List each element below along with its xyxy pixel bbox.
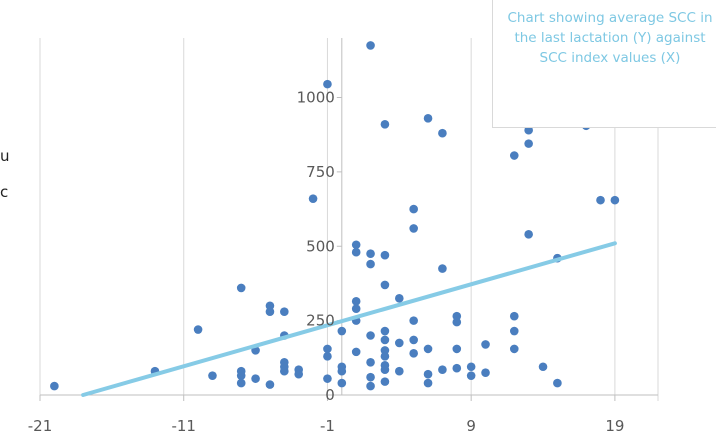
data-point-35	[366, 41, 375, 50]
y-tick-label-1000: 1000	[297, 89, 335, 107]
y-tick-label-750: 750	[306, 163, 335, 181]
data-point-44	[380, 280, 390, 290]
data-point-46	[380, 335, 390, 345]
data-point-84	[553, 378, 562, 388]
data-point-36	[366, 249, 375, 258]
data-point-79	[524, 125, 533, 135]
data-points	[50, 41, 620, 391]
data-point-23	[323, 352, 332, 361]
data-point-66	[438, 365, 447, 375]
x-tick-label--21: -21	[28, 417, 53, 435]
data-point-47	[380, 346, 390, 355]
data-point-63	[423, 378, 433, 388]
data-point-75	[509, 151, 519, 160]
y-tick-label-250: 250	[306, 312, 335, 330]
data-point-50	[380, 365, 390, 375]
data-point-56	[409, 224, 418, 233]
data-point-42	[380, 119, 390, 129]
data-point-34	[351, 347, 361, 357]
x-tick-label-9: 9	[466, 417, 476, 435]
data-point-74	[481, 368, 490, 377]
data-point-81	[524, 230, 533, 239]
trendline-group	[81, 241, 617, 397]
data-point-10	[265, 301, 275, 311]
clipped-text-2: c	[0, 183, 9, 201]
data-point-31	[351, 296, 361, 306]
data-point-19	[294, 369, 303, 379]
data-point-9	[251, 374, 260, 383]
data-point-12	[265, 380, 275, 389]
data-point-72	[466, 371, 476, 380]
data-point-70	[452, 363, 462, 373]
data-point-69	[452, 344, 462, 354]
y-tick-label-0: 0	[325, 386, 335, 404]
data-point-68	[452, 317, 462, 327]
tick-labels: -21 -11 -1 9 19 0 250 500 750 1000	[28, 89, 625, 436]
data-point-27	[337, 366, 347, 376]
data-point-51	[380, 377, 390, 386]
data-point-45	[380, 326, 390, 336]
chart-title-box[interactable]	[492, 0, 716, 128]
data-point-37	[366, 259, 375, 269]
x-tick-label--1: -1	[320, 417, 335, 435]
data-point-65	[438, 264, 447, 273]
data-point-87	[610, 195, 620, 205]
data-point-55	[409, 204, 418, 214]
data-point-2	[193, 325, 203, 334]
clipped-text-1: u	[0, 147, 10, 165]
data-point-48	[380, 352, 390, 361]
x-tick-label--11: -11	[171, 417, 196, 435]
data-point-32	[351, 304, 361, 314]
data-point-3	[208, 371, 217, 380]
data-point-17	[280, 366, 289, 376]
data-point-21	[323, 79, 332, 89]
data-point-6	[236, 371, 246, 380]
data-point-52	[395, 294, 404, 303]
data-point-25	[337, 326, 347, 336]
data-point-60	[423, 114, 433, 123]
data-point-4	[236, 283, 246, 293]
data-point-53	[395, 338, 404, 348]
data-point-38	[366, 331, 375, 340]
data-point-28	[337, 378, 347, 388]
data-point-39	[366, 357, 375, 367]
data-point-76	[509, 311, 519, 321]
data-point-30	[351, 247, 361, 257]
data-point-61	[423, 344, 433, 354]
data-point-58	[409, 335, 418, 345]
data-point-64	[438, 128, 447, 138]
data-point-54	[395, 366, 404, 376]
data-point-22	[323, 344, 332, 354]
data-point-20	[308, 194, 318, 203]
data-point-80	[524, 139, 533, 148]
x-tick-label-19: 19	[605, 417, 624, 435]
data-point-78	[509, 344, 519, 354]
data-point-7	[236, 378, 246, 388]
trendline	[81, 241, 617, 397]
data-point-41	[366, 381, 375, 391]
data-point-62	[423, 369, 433, 379]
data-point-11	[265, 307, 275, 317]
data-point-59	[409, 349, 418, 358]
data-point-82	[538, 362, 548, 372]
axes	[39, 38, 658, 401]
data-point-29	[351, 240, 361, 250]
data-point-71	[466, 362, 476, 372]
data-point-43	[380, 250, 390, 260]
data-point-67	[452, 311, 462, 321]
data-point-86	[596, 195, 605, 205]
data-point-73	[481, 340, 490, 349]
data-point-0	[50, 381, 59, 391]
data-point-77	[509, 326, 519, 336]
data-point-13	[280, 307, 289, 317]
chart-title: Chart showing average SCC in the last la…	[507, 10, 713, 66]
data-point-24	[323, 374, 332, 383]
data-point-40	[366, 372, 375, 382]
y-tick-label-500: 500	[306, 237, 335, 255]
data-point-57	[409, 316, 418, 325]
